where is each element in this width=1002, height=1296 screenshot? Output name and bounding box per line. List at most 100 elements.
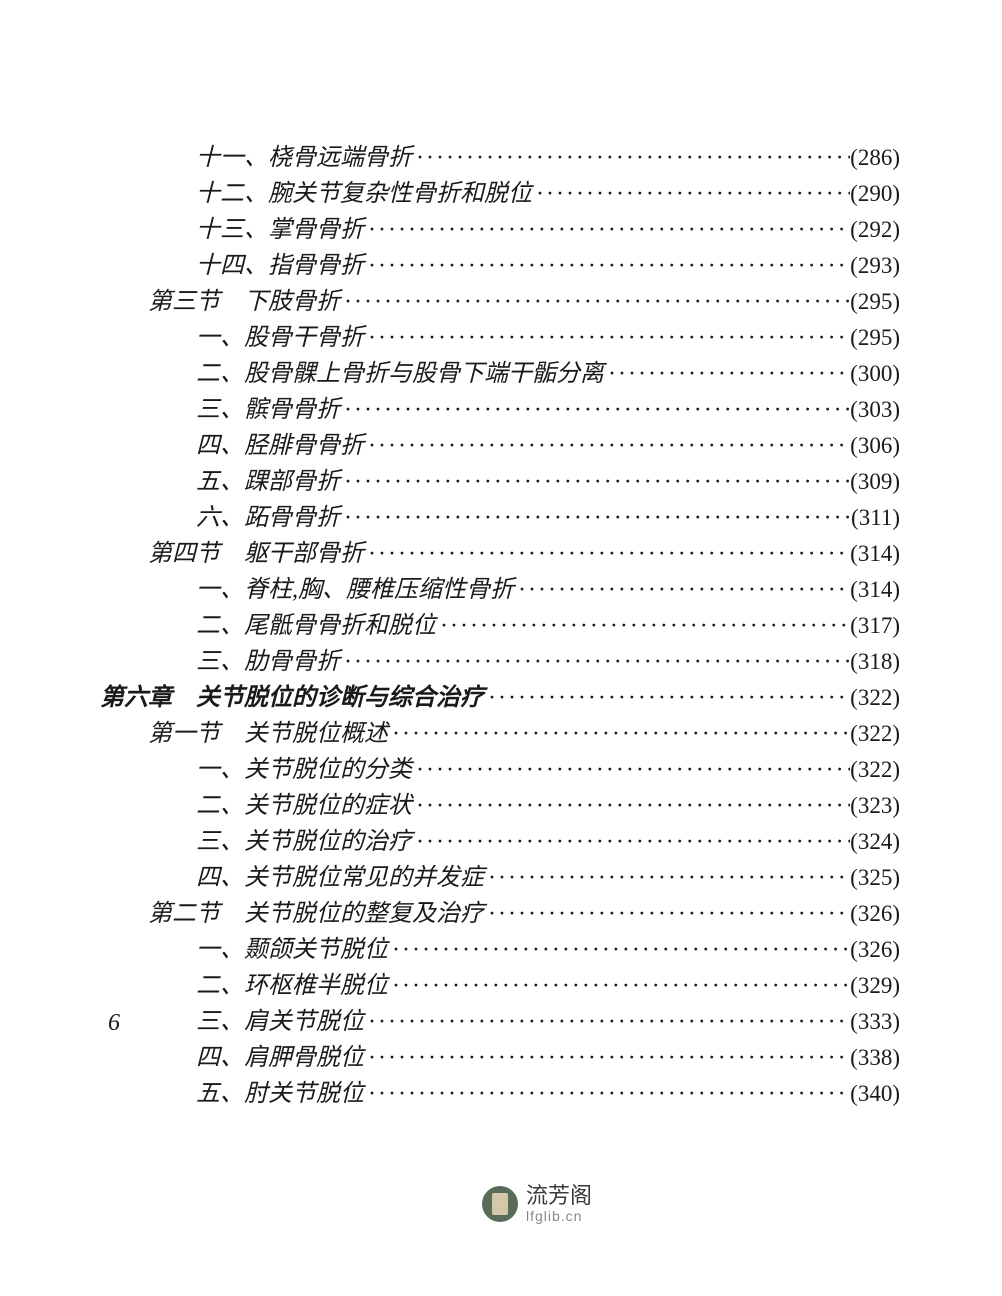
toc-entry-label: 一、股骨干骨折 (100, 320, 364, 356)
toc-entry: 二、尾骶骨骨折和脱位······························… (100, 608, 900, 644)
toc-leader-dots: ········································… (388, 716, 850, 752)
toc-leader-dots: ········································… (388, 968, 850, 1004)
toc-entry-label: 五、肘关节脱位 (100, 1076, 364, 1112)
toc-entry-label: 三、髌骨骨折 (100, 392, 340, 428)
toc-entry: 第二节 关节脱位的整复及治疗··························… (100, 896, 900, 932)
toc-entry: 一、股骨干骨折·································… (100, 320, 900, 356)
toc-entry-page: (290) (850, 176, 900, 212)
toc-entry-label: 第二节 关节脱位的整复及治疗 (100, 896, 484, 932)
toc-entry: 五、踝部骨折··································… (100, 464, 900, 500)
toc-entry-label: 四、胫腓骨骨折 (100, 428, 364, 464)
toc-entry: 十四、指骨骨折·································… (100, 248, 900, 284)
toc-entry: 第四节 躯干部骨折·······························… (100, 536, 900, 572)
toc-entry-label: 二、环枢椎半脱位 (100, 968, 388, 1004)
toc-leader-dots: ········································… (340, 284, 850, 320)
toc-entry: 一、颞颌关节脱位································… (100, 932, 900, 968)
toc-entry-page: (314) (850, 536, 900, 572)
toc-entry-page: (322) (850, 752, 900, 788)
watermark: 流芳阁 lfglib.cn (482, 1184, 592, 1224)
toc-leader-dots: ········································… (364, 1076, 850, 1112)
toc-entry: 三、肋骨骨折··································… (100, 644, 900, 680)
toc-entry: 六、跖骨骨折··································… (100, 500, 900, 536)
toc-entry-label: 四、肩胛骨脱位 (100, 1040, 364, 1076)
toc-leader-dots: ········································… (364, 1040, 850, 1076)
toc-entry-page: (326) (850, 896, 900, 932)
toc-entry-label: 十二、腕关节复杂性骨折和脱位 (100, 176, 532, 212)
toc-leader-dots: ········································… (436, 608, 850, 644)
toc-entry: 三、肩关节脱位·································… (100, 1004, 900, 1040)
toc-entry-page: (322) (850, 716, 900, 752)
toc-entry-label: 十三、掌骨骨折 (100, 212, 364, 248)
toc-entry-label: 五、踝部骨折 (100, 464, 340, 500)
toc-entry-page: (324) (850, 824, 900, 860)
toc-leader-dots: ········································… (340, 500, 851, 536)
toc-entry: 第三节 下肢骨折································… (100, 284, 900, 320)
toc-entry-page: (322) (850, 680, 900, 716)
toc-entry: 三、关节脱位的治疗·······························… (100, 824, 900, 860)
toc-entry-label: 四、关节脱位常见的并发症 (100, 860, 484, 896)
toc-entry-label: 第一节 关节脱位概述 (100, 716, 388, 752)
toc-entry-label: 十四、指骨骨折 (100, 248, 364, 284)
toc-entry-label: 第四节 躯干部骨折 (100, 536, 364, 572)
watermark-cn: 流芳阁 (526, 1184, 592, 1208)
toc-entry: 第六章 关节脱位的诊断与综合治疗························… (100, 680, 900, 716)
toc-entry-label: 十一、桡骨远端骨折 (100, 140, 412, 176)
toc-entry-page: (295) (850, 320, 900, 356)
toc-leader-dots: ········································… (484, 680, 850, 716)
toc-entry: 十一、桡骨远端骨折·······························… (100, 140, 900, 176)
toc-entry: 五、肘关节脱位·································… (100, 1076, 900, 1112)
toc-entry-label: 六、跖骨骨折 (100, 500, 340, 536)
toc-entry-label: 一、关节脱位的分类 (100, 752, 412, 788)
toc-leader-dots: ········································… (340, 644, 850, 680)
toc-entry-page: (325) (850, 860, 900, 896)
toc-entry: 二、环枢椎半脱位································… (100, 968, 900, 1004)
toc-entry-label: 三、肩关节脱位 (100, 1004, 364, 1040)
toc-entry-page: (338) (850, 1040, 900, 1076)
toc-entry-label: 二、关节脱位的症状 (100, 788, 412, 824)
toc-entry-page: (318) (850, 644, 900, 680)
toc-entry-page: (292) (850, 212, 900, 248)
toc-entry: 四、胫腓骨骨折·································… (100, 428, 900, 464)
toc-entry: 十三、掌骨骨折·································… (100, 212, 900, 248)
toc-entry-page: (293) (850, 248, 900, 284)
toc-leader-dots: ········································… (364, 536, 850, 572)
watermark-text: 流芳阁 lfglib.cn (526, 1184, 592, 1224)
toc-leader-dots: ········································… (364, 248, 850, 284)
toc-entry-page: (295) (850, 284, 900, 320)
toc-entry-page: (300) (850, 356, 900, 392)
toc-entry-label: 第六章 关节脱位的诊断与综合治疗 (100, 680, 484, 716)
toc-entry-page: (333) (850, 1004, 900, 1040)
toc-entry-label: 一、脊柱,胸、腰椎压缩性骨折 (100, 572, 514, 608)
toc-leader-dots: ········································… (412, 788, 850, 824)
toc-entry-page: (309) (850, 464, 900, 500)
footer-page-number: 6 (108, 1010, 120, 1037)
toc-entry: 二、关节脱位的症状·······························… (100, 788, 900, 824)
toc-entry-page: (306) (850, 428, 900, 464)
toc-leader-dots: ········································… (412, 752, 850, 788)
toc-leader-dots: ········································… (514, 572, 850, 608)
toc-entry: 三、髌骨骨折··································… (100, 392, 900, 428)
toc-entry-page: (314) (850, 572, 900, 608)
toc-entry-page: (329) (850, 968, 900, 1004)
toc-leader-dots: ········································… (412, 824, 850, 860)
toc-leader-dots: ········································… (604, 356, 850, 392)
toc-entry: 十二、腕关节复杂性骨折和脱位··························… (100, 176, 900, 212)
toc-entry-label: 三、关节脱位的治疗 (100, 824, 412, 860)
toc-leader-dots: ········································… (364, 428, 850, 464)
toc-entry-page: (323) (850, 788, 900, 824)
toc-leader-dots: ········································… (364, 320, 850, 356)
toc-entry-page: (326) (850, 932, 900, 968)
toc-entry-label: 一、颞颌关节脱位 (100, 932, 388, 968)
toc-leader-dots: ········································… (340, 392, 850, 428)
toc-entry-page: (317) (850, 608, 900, 644)
toc-entry-label: 二、股骨髁上骨折与股骨下端干骺分离 (100, 356, 604, 392)
toc-entry-page: (340) (850, 1076, 900, 1112)
toc-entry: 一、关节脱位的分类·······························… (100, 752, 900, 788)
toc-leader-dots: ········································… (484, 860, 850, 896)
watermark-en: lfglib.cn (526, 1209, 592, 1224)
toc-entry-page: (311) (851, 500, 900, 536)
toc-leader-dots: ········································… (412, 140, 850, 176)
toc-entry: 一、脊柱,胸、腰椎压缩性骨折··························… (100, 572, 900, 608)
toc-entry-page: (286) (850, 140, 900, 176)
toc-entry: 四、关节脱位常见的并发症····························… (100, 860, 900, 896)
